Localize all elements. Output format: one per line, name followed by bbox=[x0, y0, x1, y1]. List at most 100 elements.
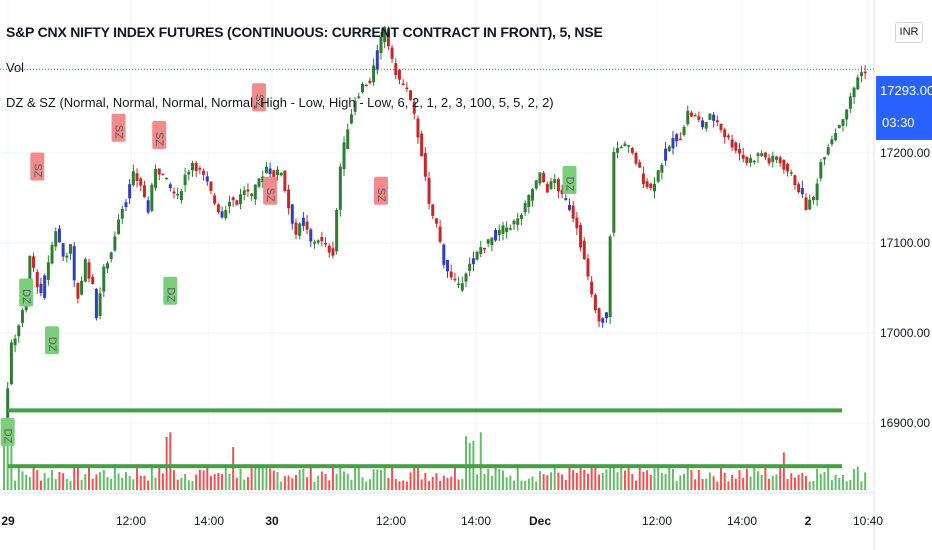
time-axis-tick: 12:00 bbox=[376, 514, 406, 528]
candle-body bbox=[689, 112, 693, 117]
candle-body bbox=[800, 187, 804, 195]
candle-body bbox=[649, 183, 653, 189]
candle-body bbox=[567, 204, 571, 210]
volume-bar bbox=[476, 474, 479, 490]
volume-bar bbox=[187, 480, 190, 490]
volume-bar bbox=[631, 474, 634, 490]
volume-bar bbox=[428, 481, 431, 490]
supply-zone-label-box bbox=[30, 152, 45, 181]
volume-bar bbox=[276, 472, 279, 490]
volume-bar bbox=[354, 467, 357, 490]
volume-bar bbox=[487, 468, 490, 490]
supply-zone-label-text: SZ bbox=[253, 94, 265, 108]
volume-bar bbox=[742, 477, 745, 490]
candle-body bbox=[87, 262, 91, 279]
volume-bar bbox=[287, 475, 290, 490]
volume-bar bbox=[853, 468, 856, 490]
volume-bar bbox=[365, 481, 368, 490]
volume-bar bbox=[734, 478, 737, 490]
volume-bar bbox=[10, 434, 13, 490]
candle-body bbox=[427, 177, 431, 204]
time-axis-tick: Dec bbox=[529, 514, 551, 528]
demand-zone-label-box bbox=[45, 326, 60, 355]
candle-body bbox=[32, 256, 36, 268]
volume-bar bbox=[254, 466, 257, 490]
candle-body bbox=[830, 139, 834, 145]
volume-bar bbox=[317, 475, 320, 490]
volume-bar bbox=[43, 473, 46, 490]
candle-body bbox=[379, 37, 383, 54]
volume-bar bbox=[635, 480, 638, 490]
volume-bar bbox=[841, 474, 844, 490]
candle-body bbox=[686, 110, 690, 125]
candle-body bbox=[582, 240, 586, 260]
volume-bar bbox=[280, 481, 283, 490]
time-axis-tick: 29 bbox=[1, 514, 15, 528]
volume-bar bbox=[95, 474, 98, 490]
volume-bar bbox=[679, 475, 682, 490]
candle-body bbox=[342, 142, 346, 170]
volume-bar bbox=[147, 480, 150, 490]
demand-zone-label-box bbox=[562, 166, 577, 194]
candle-body bbox=[490, 237, 494, 246]
volume-bar bbox=[712, 476, 715, 490]
volume-bar bbox=[834, 474, 837, 490]
dz-sz-indicator-label[interactable]: DZ & SZ (Normal, Normal, Normal, Normal,… bbox=[6, 95, 554, 110]
candle-body bbox=[283, 170, 287, 192]
candle-body bbox=[61, 243, 65, 257]
volume-bar bbox=[616, 472, 619, 490]
currency-button[interactable]: INR bbox=[895, 22, 923, 43]
volume-bar bbox=[335, 473, 338, 490]
volume-bar bbox=[99, 472, 102, 490]
candle-body bbox=[726, 135, 730, 138]
demand-zone-label-text: DZ bbox=[20, 289, 32, 304]
volume-bar bbox=[36, 470, 39, 490]
demand-level-line bbox=[8, 408, 842, 413]
volume-bar bbox=[235, 477, 238, 490]
volume-bar bbox=[361, 477, 364, 490]
volume-bar bbox=[331, 464, 334, 490]
volume-bar bbox=[202, 470, 205, 490]
candle-body bbox=[320, 237, 324, 242]
candle-body bbox=[287, 189, 291, 209]
candle-body bbox=[808, 199, 812, 210]
volume-bar bbox=[306, 477, 309, 490]
candle-body bbox=[305, 221, 309, 230]
candle-body bbox=[128, 184, 132, 199]
volume-indicator-label[interactable]: Vol bbox=[6, 60, 25, 75]
candle-body bbox=[50, 244, 54, 264]
candle-body bbox=[257, 178, 261, 187]
volume-bar bbox=[346, 473, 349, 490]
candle-body bbox=[312, 242, 316, 244]
supply-zone-label-box bbox=[152, 121, 167, 149]
volume-bar bbox=[239, 468, 242, 490]
volume-bar bbox=[409, 472, 412, 490]
volume-bar bbox=[232, 447, 235, 490]
volume-bar bbox=[383, 466, 386, 490]
candle-body bbox=[811, 197, 815, 201]
candle-body bbox=[349, 114, 353, 124]
candle-body bbox=[423, 153, 427, 177]
candle-body bbox=[730, 139, 734, 148]
candle-body bbox=[449, 271, 453, 278]
candle-body bbox=[549, 181, 553, 189]
volume-bar bbox=[683, 473, 686, 490]
volume-bar bbox=[420, 479, 423, 490]
candle-body bbox=[575, 217, 579, 229]
candle-body bbox=[667, 146, 671, 152]
candle-body bbox=[239, 194, 243, 205]
candle-body bbox=[124, 202, 128, 208]
candle-body bbox=[231, 197, 235, 201]
volume-bar bbox=[660, 472, 663, 490]
candle-body bbox=[671, 138, 675, 149]
candle-body bbox=[386, 28, 390, 47]
volume-bar bbox=[701, 478, 704, 490]
candle-body bbox=[224, 210, 228, 219]
candle-body bbox=[202, 170, 206, 175]
candle-body bbox=[364, 84, 368, 87]
candle-body bbox=[793, 175, 797, 186]
volume-bar bbox=[845, 481, 848, 490]
candle-body bbox=[837, 125, 841, 129]
candle-body bbox=[102, 266, 106, 292]
